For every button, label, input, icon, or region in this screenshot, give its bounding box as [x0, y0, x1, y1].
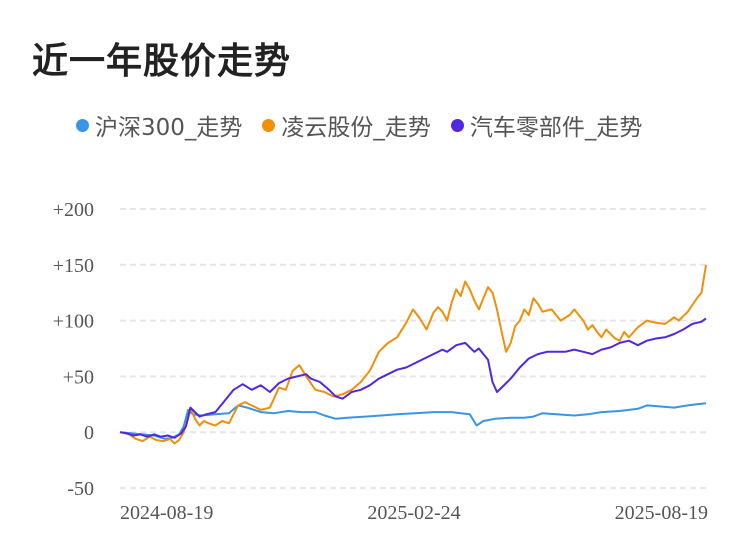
chart-title: 近一年股价走势 — [32, 41, 292, 82]
legend-label: 汽车零部件_走势 — [469, 115, 643, 141]
y-tick-label: +200 — [53, 199, 94, 221]
legend-item-hs300[interactable]: 沪深300_走势 — [76, 108, 242, 142]
chart-legend: 沪深300_走势 凌云股份_走势 汽车零部件_走势 — [76, 108, 642, 142]
y-tick-label: 0 — [84, 422, 94, 444]
series-line-2 — [119, 317, 707, 439]
x-tick-label: 2025-08-19 — [615, 502, 708, 524]
y-tick-label: -50 — [67, 478, 94, 500]
legend-dot-icon — [262, 118, 276, 132]
y-tick-label: +100 — [53, 311, 94, 333]
y-tick-label: +150 — [53, 255, 94, 277]
y-tick-label: +50 — [63, 366, 94, 388]
x-tick-label: 2024-08-19 — [120, 502, 213, 524]
legend-dot-icon — [76, 118, 89, 132]
legend-item-lingyun[interactable]: 凌云股份_走势 — [262, 108, 431, 142]
series-line-0 — [119, 402, 707, 440]
legend-item-auto-parts[interactable]: 汽车零部件_走势 — [450, 108, 643, 142]
legend-label: 凌云股份_走势 — [281, 115, 431, 141]
series-line-1 — [119, 264, 707, 445]
legend-dot-icon — [450, 118, 464, 132]
x-tick-label: 2025-02-24 — [367, 502, 460, 524]
legend-label: 沪深300_走势 — [95, 115, 243, 141]
